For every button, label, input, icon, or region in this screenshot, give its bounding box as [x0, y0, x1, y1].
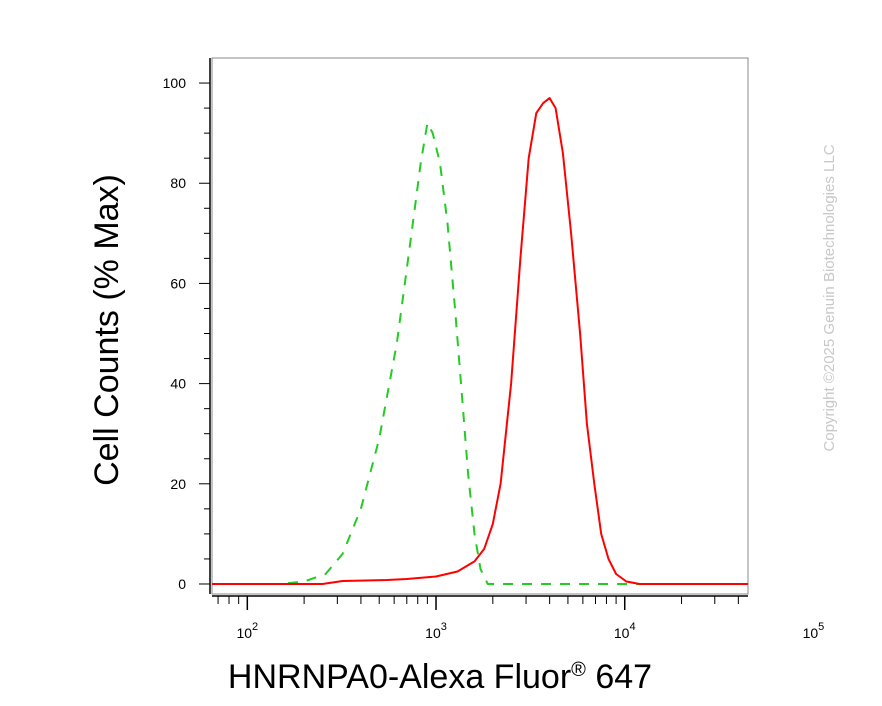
x-tick-exponent: 3 — [441, 621, 447, 633]
series-layer — [212, 97, 748, 585]
y-tick-label: 100 — [163, 75, 187, 91]
x-axis: 102 103 104 105 — [212, 595, 825, 641]
x-tick-base: 10 — [425, 625, 441, 641]
x-tick-exponent: 4 — [629, 621, 635, 633]
y-tick-label: 60 — [170, 275, 186, 291]
y-tick-label: 40 — [170, 376, 186, 392]
x-axis-title-suffix: 647 — [586, 658, 652, 696]
x-tick-base: 10 — [803, 625, 819, 641]
x-tick-base: 10 — [614, 625, 630, 641]
x-axis-title-mark: ® — [571, 659, 586, 681]
x-tick-label: 103 — [425, 621, 447, 641]
y-tick-label: 0 — [178, 576, 186, 592]
x-axis-title-main: HNRNPA0-Alexa Fluor — [228, 658, 571, 696]
y-axis: 0 20 40 60 80 100 — [163, 58, 211, 594]
copyright-watermark: Copyright ©2025 Genuin Biotechnologies L… — [821, 144, 838, 451]
x-tick-label: 104 — [614, 621, 636, 641]
x-tick-exponent: 5 — [818, 621, 824, 633]
series-line-2-solid — [212, 97, 748, 585]
x-tick-exponent: 2 — [252, 621, 258, 633]
x-axis-title: HNRNPA0-Alexa Fluor® 647 — [228, 658, 652, 696]
y-tick-label: 80 — [170, 175, 186, 191]
y-tick-label: 20 — [170, 476, 186, 492]
x-tick-label: 105 — [803, 621, 825, 641]
x-tick-base: 10 — [236, 625, 252, 641]
plot-frame — [211, 57, 749, 595]
series-line-1-dashed — [212, 122, 748, 585]
x-tick-label: 102 — [236, 621, 258, 641]
y-axis-title: Cell Counts (% Max) — [88, 174, 126, 486]
